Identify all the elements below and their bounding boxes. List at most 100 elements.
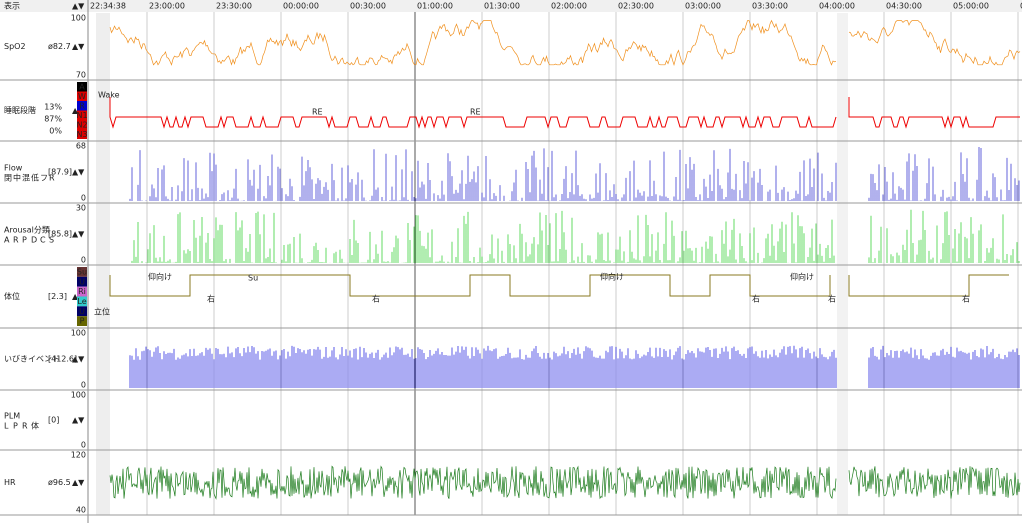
waveform <box>109 274 1009 297</box>
annotation: RE <box>312 108 323 117</box>
sort-arrows[interactable]: ▲▼ <box>72 230 85 239</box>
stage-label: N1 <box>76 111 87 120</box>
time-label: 03:00:00 <box>685 2 721 11</box>
scale-bottom: 70 <box>76 71 86 80</box>
stage-box <box>77 91 87 101</box>
channel-name: PLM <box>4 412 20 421</box>
time-label: 00:00:00 <box>283 2 319 11</box>
sort-arrows[interactable]: ▲▼ <box>72 355 85 364</box>
annotation: 仰向け <box>600 272 624 282</box>
channel-stat: [0] <box>48 416 59 425</box>
stage-label: P <box>80 317 85 326</box>
waveform <box>131 209 1020 263</box>
legend-item: 閉 <box>4 174 12 183</box>
stage-box <box>77 82 87 92</box>
legend-item: R <box>13 236 19 245</box>
time-label: 03:30:00 <box>752 2 788 11</box>
annotation: 右 <box>372 294 380 304</box>
stage-label: N2 <box>76 120 87 129</box>
legend-item: C <box>40 236 46 245</box>
gap <box>837 13 848 515</box>
time-label: 00:30:00 <box>350 2 386 11</box>
legend-item: R <box>49 174 55 183</box>
stage-box <box>77 120 87 130</box>
scale-bottom: 40 <box>76 506 86 515</box>
sort-arrows[interactable]: ▲▼ <box>72 42 85 51</box>
channel-name: Flow <box>4 164 23 173</box>
stage-box <box>77 101 87 111</box>
time-label: 05:00:00 <box>953 2 989 11</box>
legend-item: フ <box>40 174 48 183</box>
stage-percent: 13% <box>44 103 62 112</box>
stage-box <box>77 286 87 297</box>
sort-arrows[interactable]: ▲▼ <box>72 2 85 11</box>
scale-top: 68 <box>76 142 86 151</box>
stage-label: Le <box>77 297 86 306</box>
channel-stat: [412.6] <box>48 355 77 364</box>
sort-arrows[interactable]: ▲▼ <box>72 416 85 425</box>
time-label: 23:30:00 <box>216 2 252 11</box>
scale-bottom: 0 <box>81 441 86 450</box>
waveform <box>109 19 1021 67</box>
scale-bottom: 0 <box>81 194 86 203</box>
stage-box <box>77 129 87 139</box>
legend-item: S <box>49 236 54 245</box>
sort-arrows[interactable]: ▲▼ <box>72 478 85 487</box>
stage-label: U <box>79 307 85 316</box>
time-label: 02:30:00 <box>618 2 654 11</box>
gap <box>96 13 110 515</box>
legend-item: 中 <box>13 173 21 183</box>
header-bar <box>0 0 1022 12</box>
channel-stat: [2.3] <box>48 292 67 301</box>
stage-box <box>77 296 87 307</box>
stage-box <box>77 267 87 277</box>
scale-bottom: 0 <box>81 381 86 390</box>
waveform <box>109 465 1021 500</box>
annotation: 右 <box>752 294 760 304</box>
sort-arrows[interactable]: ▲▼ <box>72 168 85 177</box>
annotation: Su <box>248 274 258 283</box>
channel-stat: [85.8] <box>48 230 72 239</box>
menu[interactable]: 表示 <box>4 1 20 11</box>
stage-box <box>77 316 87 326</box>
stage-label: Ri <box>78 287 86 296</box>
waveform <box>109 97 1020 129</box>
annotation: 右 <box>207 294 215 304</box>
time-label: 04:30:00 <box>886 2 922 11</box>
waveform <box>129 345 1020 388</box>
annotation: 仰向け <box>148 272 172 282</box>
legend-item: 混 <box>22 174 30 183</box>
channel-stat: [87.9] <box>48 168 72 177</box>
legend-item: 体 <box>31 421 39 431</box>
time-label: 23:00:00 <box>149 2 185 11</box>
annotation: RE <box>470 108 481 117</box>
time-label: 04:00:00 <box>819 2 855 11</box>
scale-top: 100 <box>71 14 86 23</box>
time-label: 02:00:00 <box>551 2 587 11</box>
scale-top: 100 <box>71 391 86 400</box>
annotation: 立位 <box>94 307 110 317</box>
annotation: 右 <box>828 294 836 304</box>
scale-top: 100 <box>71 329 86 338</box>
scale-top: 30 <box>76 204 86 213</box>
waveform <box>129 147 1020 201</box>
stage-box <box>77 110 87 120</box>
stage-box <box>77 276 87 287</box>
legend-item: D <box>31 236 37 245</box>
annotation: 仰向け <box>790 272 814 282</box>
scale-top: 120 <box>71 451 86 460</box>
legend-item: 低 <box>31 173 39 183</box>
legend-item: P <box>13 422 18 431</box>
time-label: 01:30:00 <box>484 2 520 11</box>
stage-percent: 0% <box>49 127 62 136</box>
stage-label: Su <box>77 267 87 276</box>
time-label: 01:00:00 <box>417 2 453 11</box>
channel-name: HR <box>4 478 16 487</box>
channel-name: いびきイベント <box>4 355 60 364</box>
annotation: 右 <box>962 294 970 304</box>
legend-item: R <box>22 422 28 431</box>
stage-box <box>77 306 87 317</box>
channel-name: 睡眠段階 <box>4 105 36 115</box>
